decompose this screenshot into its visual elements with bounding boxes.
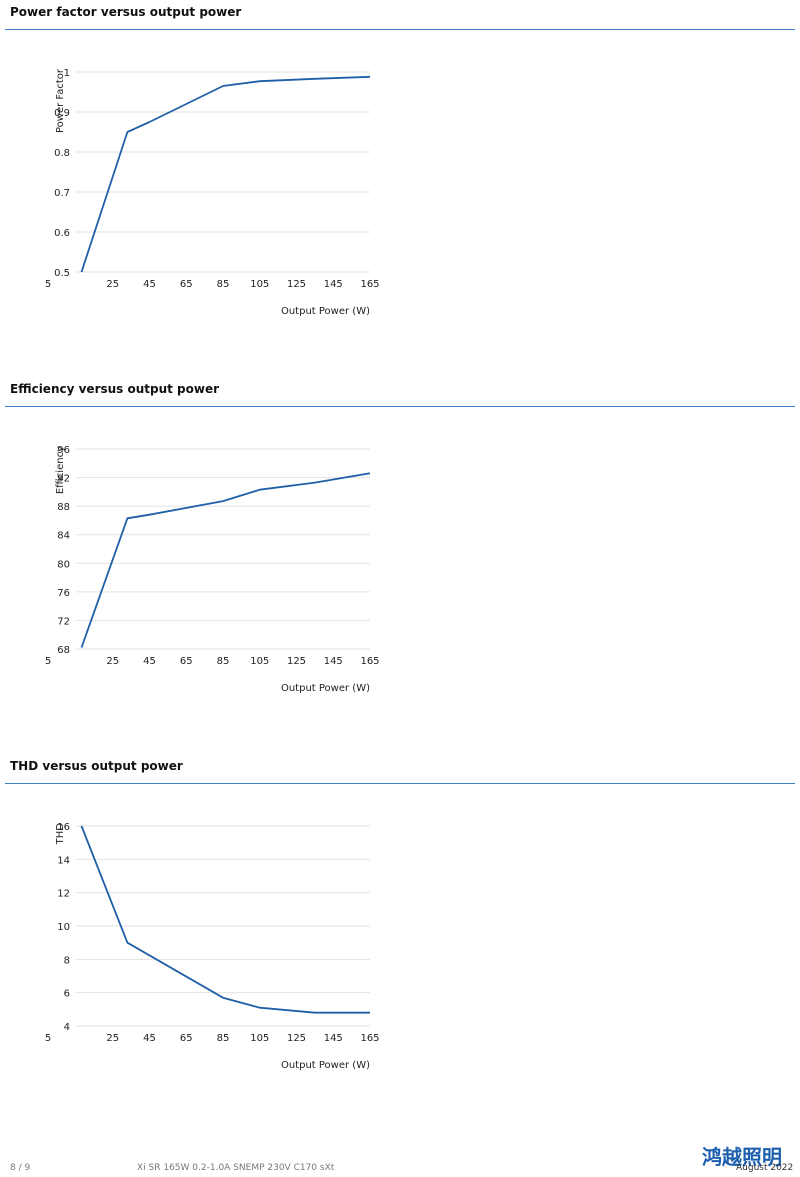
x-tick-label: 145	[324, 1033, 343, 1044]
x-tick-label: 125	[287, 279, 306, 290]
y-tick-label: 14	[57, 855, 70, 866]
x-tick-label: 125	[287, 656, 306, 667]
x-tick-label: 145	[324, 279, 343, 290]
y-tick-label: 0.5	[54, 268, 70, 279]
x-tick-label: 125	[287, 1033, 306, 1044]
section-title-thd: THD versus output power	[10, 759, 183, 773]
y-tick-label: 10	[57, 922, 70, 933]
watermark-logo: 鸿越照明	[702, 1145, 782, 1169]
section-divider	[5, 783, 795, 784]
x-tick-label: 165	[360, 279, 379, 290]
x-tick-label: 25	[106, 1033, 119, 1044]
y-tick-label: 8	[64, 955, 70, 966]
efficiency-plot: 68 72 76 80 84 88 92 96 5 25 45 65 85 105 125 145 165 Eff…	[45, 445, 380, 694]
series-line	[80, 472, 371, 648]
x-tick-label: 45	[143, 1033, 156, 1044]
y-axis-label: THD	[55, 823, 66, 846]
x-tick-label: 105	[250, 1033, 269, 1044]
y-axis-label: Power Factor	[55, 68, 66, 133]
power-factor-chart: 0.5 0.6 0.7 0.8 0.9 1 5 25 45 65 85 105 125 145 165 Pow…	[45, 57, 390, 332]
x-tick-label: 45	[143, 279, 156, 290]
y-tick-label: 0.9	[54, 108, 70, 119]
x-tick-label: 165	[360, 656, 379, 667]
y-tick-label: 92	[57, 474, 70, 485]
x-tick-label: 65	[180, 279, 193, 290]
x-tick-label: 25	[106, 279, 119, 290]
efficiency-chart: 68 72 76 80 84 88 92 96 5 25 45 65 85 105 125 145 165 Eff…	[45, 434, 390, 709]
x-tick-label: 65	[180, 656, 193, 667]
series-line	[80, 75, 371, 273]
y-tick-label: 88	[57, 502, 70, 513]
x-axis-label: Output Power (W)	[281, 1060, 370, 1071]
y-tick-label: 0.6	[54, 228, 70, 239]
power-factor-plot: 0.5 0.6 0.7 0.8 0.9 1 5 25 45 65 85 105 125 145 165 Pow…	[45, 68, 380, 317]
y-tick-label: 6	[64, 989, 70, 1000]
x-tick-label: 5	[45, 279, 51, 290]
x-tick-label: 85	[217, 656, 230, 667]
x-tick-label: 45	[143, 656, 156, 667]
section-divider	[5, 29, 795, 30]
y-tick-label: 16	[57, 822, 70, 833]
publication-date: August 2022	[736, 1163, 794, 1173]
watermark-logo-text: 鸿越照明	[702, 1145, 782, 1169]
section-title-efficiency: Efficiency versus output power	[10, 382, 220, 396]
y-tick-label: 0.7	[54, 188, 70, 199]
y-tick-label: 68	[57, 645, 70, 656]
x-tick-label: 25	[106, 656, 119, 667]
x-tick-label: 105	[250, 279, 269, 290]
y-tick-label: 12	[57, 889, 70, 900]
y-axis-label: Efficiency	[55, 446, 66, 494]
series-line	[80, 825, 370, 1014]
product-name: Xi SR 165W 0.2-1.0A SNEMP 230V C170 sXt	[137, 1163, 335, 1173]
x-tick-label: 85	[217, 279, 230, 290]
x-tick-label: 105	[250, 656, 269, 667]
section-divider	[5, 406, 795, 407]
x-tick-label: 65	[180, 1033, 193, 1044]
y-tick-label: 96	[57, 445, 70, 456]
x-tick-label: 85	[217, 1033, 230, 1044]
x-tick-label: 5	[45, 1033, 51, 1044]
section-title-power-factor: Power factor versus output power	[10, 5, 242, 19]
y-tick-label: 0.8	[54, 148, 70, 159]
x-tick-label: 165	[360, 1033, 379, 1044]
x-tick-label: 5	[45, 656, 51, 667]
y-tick-label: 84	[57, 531, 70, 542]
y-tick-label: 80	[57, 559, 70, 570]
x-tick-label: 145	[324, 656, 343, 667]
thd-chart: 4 6 8 10 12 14 16 5 25 45 65 85 105 125 145 165 THD Outpu…	[45, 811, 390, 1086]
x-axis-label: Output Power (W)	[281, 683, 370, 694]
y-tick-label: 72	[57, 616, 70, 627]
x-axis-label: Output Power (W)	[281, 306, 370, 317]
y-tick-label: 76	[57, 588, 70, 599]
y-tick-label: 1	[64, 68, 70, 79]
y-tick-label: 4	[64, 1022, 70, 1033]
page-number: 8 / 9	[10, 1163, 31, 1173]
